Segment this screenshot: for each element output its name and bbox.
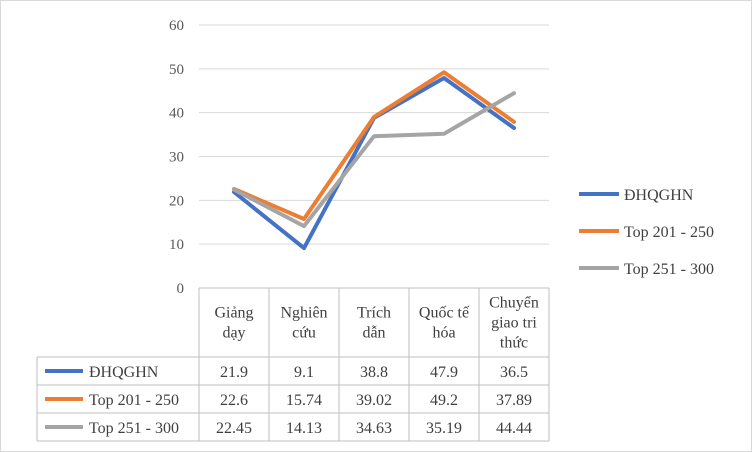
table-series-name: Top 251 - 300 xyxy=(89,420,179,437)
category-label: Nghiên xyxy=(280,305,327,322)
category-label: thức xyxy=(500,335,528,352)
table-cell-value: 14.13 xyxy=(286,420,322,437)
y-tick-label: 10 xyxy=(169,237,184,253)
y-tick-label: 0 xyxy=(177,281,185,297)
table-cell-value: 9.1 xyxy=(294,364,314,381)
y-tick-label: 40 xyxy=(169,106,184,122)
table-cell-value: 22.45 xyxy=(216,420,252,437)
category-label: Quốc tế xyxy=(419,305,470,322)
y-tick-label: 20 xyxy=(169,193,184,209)
category-label: dạy xyxy=(222,325,245,342)
table-cell-value: 49.2 xyxy=(430,392,458,409)
table-cell-value: 22.6 xyxy=(220,392,248,409)
category-label: Chuyển xyxy=(489,295,539,312)
legend-label: ĐHQGHN xyxy=(624,187,694,204)
legend-label: Top 201 - 250 xyxy=(624,224,714,241)
table-cell-value: 15.74 xyxy=(286,392,322,409)
category-label: Trích xyxy=(357,305,391,322)
table-cell-value: 34.63 xyxy=(356,420,392,437)
table-cell-value: 21.9 xyxy=(220,364,248,381)
table-cell-value: 47.9 xyxy=(430,364,458,381)
table-cell-value: 35.19 xyxy=(426,420,462,437)
y-tick-label: 60 xyxy=(169,18,184,34)
table-cell-value: 36.5 xyxy=(500,364,528,381)
table-series-name: ĐHQGHN xyxy=(89,364,159,381)
table-cell-value: 39.02 xyxy=(356,392,392,409)
category-label: Giảng xyxy=(214,305,253,322)
category-label: giao tri xyxy=(491,315,537,332)
series-line xyxy=(232,91,516,229)
category-label: dẫn xyxy=(362,325,385,342)
y-tick-label: 30 xyxy=(169,150,184,166)
table-cell-value: 44.44 xyxy=(496,420,532,437)
table-cell-value: 37.89 xyxy=(496,392,532,409)
category-label: cứu xyxy=(292,325,316,342)
y-tick-label: 50 xyxy=(169,62,184,78)
legend-label: Top 251 - 300 xyxy=(624,261,714,278)
series-line xyxy=(232,70,516,221)
category-label: hóa xyxy=(432,325,455,342)
table-cell-value: 38.8 xyxy=(360,364,388,381)
table-series-name: Top 201 - 250 xyxy=(89,392,179,409)
series-line xyxy=(232,76,516,251)
